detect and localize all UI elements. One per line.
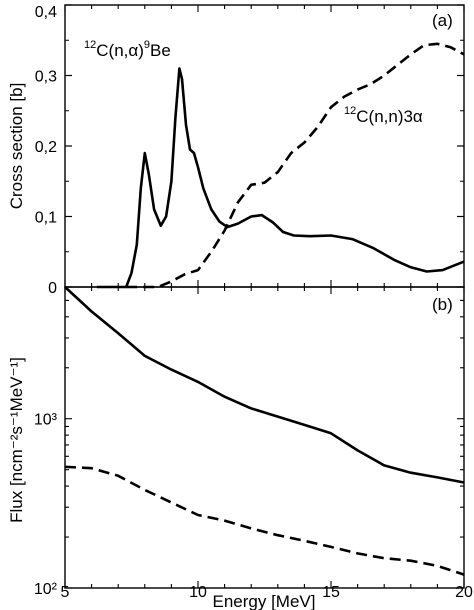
panel-b-y-axis-title: Flux [ncm⁻²s⁻¹MeV⁻¹] [7,357,26,523]
panel-b-y-tick-label: 10³ [34,412,58,429]
panel-a-series [96,42,465,289]
x-tick-label: 5 [61,584,70,601]
panel-b-frame [64,286,465,589]
panel-b-series-dashed-line [64,465,465,576]
panel-a-series-dashed-line [126,42,465,289]
x-tick-label: 20 [455,584,473,601]
panel-b-series-solid-line [64,286,465,484]
panel-a: 0 0,1 0,2 0,3 0,4 Cross section [b] (a) 12C(… [7,4,465,297]
panel-a-label: (a) [432,11,453,30]
panel-b-y-tick-label: 10² [34,581,58,598]
panel-b-label: (b) [432,295,453,314]
panel-a-series-solid-line [96,67,465,289]
x-axis-title: Energy [MeV] [213,592,316,610]
panel-b-series [64,286,465,576]
panel-a-y-tick-label: 0,4 [35,4,57,21]
panel-a-y-axis-title: Cross section [b] [7,83,26,210]
panel-a-y-ticks: 0 0,1 0,2 0,3 0,4 [35,4,464,297]
x-tick-label: 15 [322,584,340,601]
panel-a-y-tick-label: 0,3 [35,69,57,86]
panel-b-y-ticks: 10³ 10² [34,286,464,598]
x-tick-label: 10 [189,584,207,601]
panel-a-y-tick-label: 0 [48,280,57,297]
panel-b-x-ticks: 5 10 15 20 [61,287,473,601]
annotation-n-3alpha: 12C(n,n)3α [344,105,423,126]
annotation-alpha-be: 12C(n,α)9Be [84,39,171,60]
panel-a-y-tick-label: 0,1 [35,210,57,227]
panel-a-y-tick-label: 0,2 [35,139,57,156]
